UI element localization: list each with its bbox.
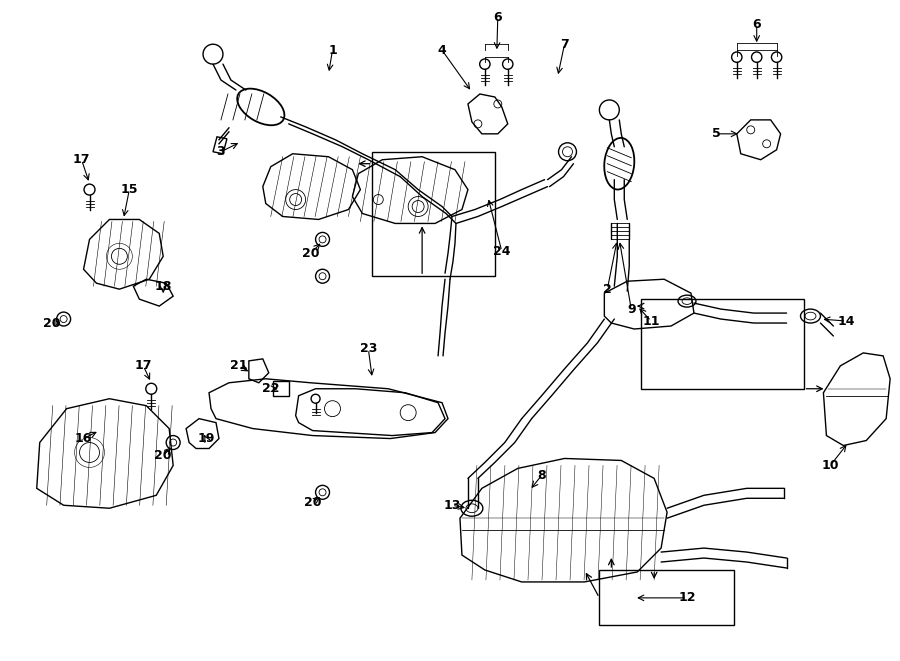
Text: 17: 17 [134,360,152,372]
Text: 1: 1 [328,44,337,57]
Text: 12: 12 [679,592,696,604]
Text: 24: 24 [493,245,510,258]
Text: 7: 7 [560,38,569,51]
Text: 6: 6 [752,18,761,31]
Text: 9: 9 [627,303,635,315]
Text: 6: 6 [493,11,502,24]
Text: 20: 20 [304,496,321,509]
Text: 17: 17 [73,153,90,166]
Text: 16: 16 [75,432,92,445]
Text: 14: 14 [838,315,855,328]
Text: 8: 8 [537,469,546,482]
Text: 22: 22 [262,382,280,395]
Text: 21: 21 [230,360,248,372]
Text: 19: 19 [197,432,215,445]
Text: 5: 5 [713,128,721,140]
Text: 18: 18 [155,280,172,293]
Text: 20: 20 [302,247,319,260]
Text: 11: 11 [643,315,660,328]
Text: 20: 20 [155,449,172,462]
Text: 13: 13 [444,499,461,512]
Text: 20: 20 [43,317,60,330]
Text: 23: 23 [360,342,377,356]
Text: 2: 2 [603,283,612,295]
Text: 15: 15 [121,183,138,196]
Text: 10: 10 [822,459,839,472]
Text: 3: 3 [217,145,225,158]
Text: 4: 4 [437,44,446,57]
